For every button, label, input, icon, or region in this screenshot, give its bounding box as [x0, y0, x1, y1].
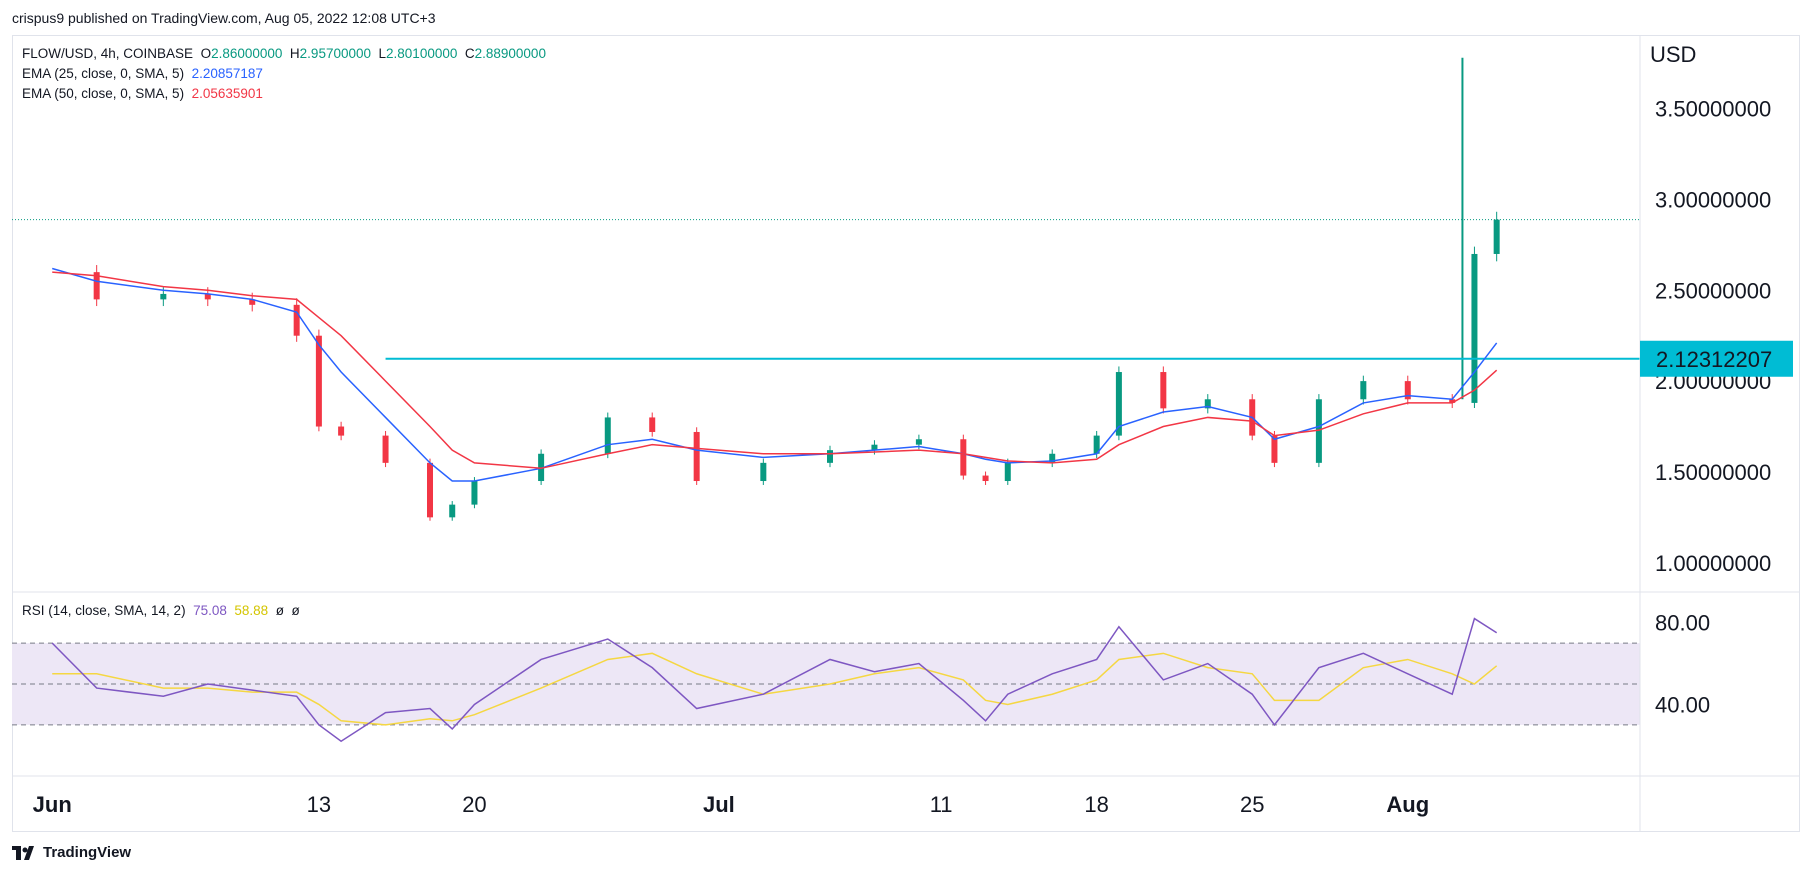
candle-body	[982, 475, 989, 482]
tradingview-logo[interactable]: TradingView	[12, 844, 131, 861]
close-value: 2.88900000	[474, 46, 546, 61]
ema25-value: 2.20857187	[191, 66, 263, 81]
candle-body	[1471, 253, 1478, 403]
candle-body	[915, 439, 922, 445]
candle-body	[1204, 399, 1211, 409]
rsi-na-1: ø	[275, 603, 284, 618]
candle-body	[1271, 435, 1278, 463]
candle-body	[1160, 372, 1167, 409]
time-tick-label: 13	[307, 792, 331, 817]
price-pane	[12, 57, 1640, 521]
candle-body	[604, 417, 611, 454]
low-label: L	[378, 46, 387, 61]
candle-body	[160, 293, 167, 300]
candle-body	[427, 462, 433, 518]
ema50-legend: EMA (50, close, 0, SMA, 5) 2.05635901	[22, 86, 263, 101]
candle-body	[204, 293, 211, 300]
rsi-tick-label: 80.00	[1655, 611, 1710, 636]
time-tick-label: 18	[1084, 792, 1108, 817]
candle-body	[960, 439, 967, 476]
candle-body	[1004, 462, 1011, 482]
rsi-sma-line	[52, 652, 1498, 726]
candle-body	[449, 504, 456, 518]
candle-body	[1404, 381, 1411, 400]
price-tick-label: 3.50000000	[1655, 97, 1771, 122]
rsi-label: RSI (14, close, SMA, 14, 2)	[22, 603, 186, 618]
candle-body	[649, 417, 656, 432]
rsi-na-2: ø	[291, 603, 300, 618]
candle-body	[338, 426, 345, 436]
ema25-label: EMA (25, close, 0, SMA, 5)	[22, 66, 185, 81]
axes: 3.500000003.000000002.500000002.00000000…	[12, 36, 1800, 832]
price-tick-label: 3.00000000	[1655, 187, 1771, 212]
candle-body	[1493, 219, 1500, 254]
candle-body	[293, 304, 300, 336]
price-tick-label: 1.00000000	[1655, 551, 1771, 576]
tradingview-icon	[12, 845, 34, 860]
candle-body	[93, 272, 100, 300]
time-tick-label: 25	[1240, 792, 1264, 817]
rsi-pane	[12, 617, 1640, 743]
candle-body	[1049, 453, 1056, 463]
price-legend: FLOW/USD, 4h, COINBASE O2.86000000 H2.95…	[22, 46, 546, 61]
rsi-line	[51, 617, 1498, 743]
candle-body	[1115, 372, 1122, 436]
candle-body	[315, 335, 322, 427]
candle-body	[1360, 381, 1367, 400]
candle-body	[1093, 435, 1100, 454]
open-value: 2.86000000	[211, 46, 283, 61]
rsi-tick-label: 40.00	[1655, 692, 1710, 717]
ema25-line	[52, 267, 1498, 482]
high-value: 2.95700000	[299, 46, 371, 61]
ema25-legend: EMA (25, close, 0, SMA, 5) 2.20857187	[22, 66, 263, 81]
candle-body	[382, 435, 389, 463]
time-tick-label: Jun	[33, 792, 72, 817]
candle-body	[693, 431, 700, 482]
currency-label: USD	[1650, 42, 1696, 67]
rsi-value: 75.08	[193, 603, 227, 618]
rsi-sma-value: 58.88	[234, 603, 269, 618]
candle-body	[249, 299, 256, 305]
candle-body	[1449, 399, 1456, 403]
time-tick-label: 11	[930, 792, 953, 817]
candle-body	[1315, 399, 1322, 463]
candle-body	[760, 462, 767, 482]
ema50-line	[52, 271, 1498, 470]
candle-body	[471, 481, 478, 505]
high-label: H	[289, 46, 300, 61]
open-label: O	[200, 46, 212, 61]
price-tick-label: 1.50000000	[1655, 460, 1771, 485]
time-tick-label: Jul	[703, 792, 735, 817]
candle-body	[538, 453, 545, 482]
resistance-price-tag	[1640, 340, 1793, 377]
low-value: 2.80100000	[386, 46, 458, 61]
rsi-legend: RSI (14, close, SMA, 14, 2) 75.08 58.88 …	[22, 603, 300, 618]
time-tick-label: 20	[462, 792, 486, 817]
brand-name: TradingView	[43, 844, 132, 861]
symbol-label: FLOW/USD, 4h, COINBASE	[22, 46, 194, 61]
close-label: C	[464, 46, 475, 61]
candle-body	[827, 450, 833, 463]
resistance-price-label: 2.12312207	[1656, 347, 1772, 372]
chart-frame	[12, 35, 1800, 832]
ema50-label: EMA (50, close, 0, SMA, 5)	[22, 86, 185, 101]
ema50-value: 2.05635901	[191, 86, 263, 101]
candle-body	[871, 444, 878, 451]
publish-info: crispus9 published on TradingView.com, A…	[12, 10, 436, 26]
time-tick-label: Aug	[1386, 792, 1429, 817]
price-tick-label: 2.50000000	[1655, 278, 1771, 303]
